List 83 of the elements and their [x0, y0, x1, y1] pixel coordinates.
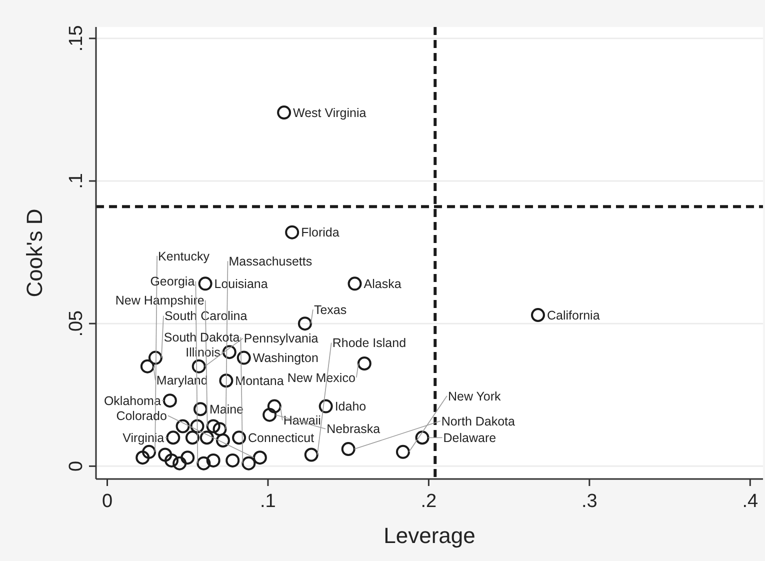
point: [142, 444, 156, 459]
x-tick-label: .2: [420, 491, 437, 512]
point: [185, 430, 200, 445]
point: [136, 450, 150, 465]
annotation: Kentucky: [158, 249, 210, 264]
point: [140, 359, 154, 374]
point: [396, 444, 410, 459]
point: [180, 450, 195, 465]
point: [148, 350, 162, 365]
annotation: Texas: [314, 302, 347, 317]
point: [298, 316, 312, 331]
annotation: Florida: [301, 226, 340, 240]
y-axis-title: Cook's D: [22, 208, 47, 298]
point: [164, 453, 179, 468]
point: [277, 106, 292, 120]
y-tick-label: .1: [66, 173, 87, 189]
point: [318, 399, 333, 414]
point: [206, 419, 220, 434]
point: [530, 308, 545, 322]
annotation: Virginia: [122, 431, 164, 446]
point: [162, 394, 177, 408]
annotation: New Mexico: [287, 370, 356, 385]
annotation: Montana: [235, 374, 284, 388]
annotation: New Hampshire: [115, 294, 204, 308]
point: [190, 419, 204, 434]
annotation: Colorado: [116, 408, 167, 423]
point: [262, 408, 277, 422]
point: [252, 450, 267, 465]
point: [166, 430, 180, 445]
x-tick-label: .4: [742, 491, 758, 512]
annotation: Georgia: [150, 274, 195, 289]
point: [198, 276, 212, 291]
point: [348, 276, 362, 291]
point: [226, 453, 240, 468]
point: [285, 225, 300, 240]
x-tick-label: .3: [581, 491, 598, 512]
annotation: Maryland: [156, 374, 208, 388]
point: [236, 350, 251, 365]
annotation: South Dakota: [164, 330, 240, 345]
point: [192, 359, 206, 374]
x-tick-label: 0: [102, 491, 113, 512]
x-tick-label: .1: [260, 491, 276, 512]
annotation: Delaware: [443, 431, 496, 446]
point: [242, 456, 256, 470]
annotation: West Virginia: [293, 106, 366, 120]
point: [196, 456, 211, 470]
point: [415, 430, 430, 445]
annotation: California: [546, 308, 600, 322]
annotation: North Dakota: [441, 414, 516, 428]
point: [304, 448, 318, 462]
annotation: Alaska: [364, 277, 402, 292]
annotation: Louisiana: [214, 277, 268, 292]
annotation: Massachusetts: [228, 254, 312, 268]
point: [357, 356, 372, 371]
y-tick-label: 0: [66, 460, 87, 472]
point: [341, 442, 356, 456]
point: [172, 456, 187, 470]
y-tick-label: .15: [66, 25, 87, 52]
annotation: Illinois: [186, 345, 220, 360]
point: [158, 448, 172, 462]
point: [206, 453, 220, 468]
annotation: Pennsylvania: [244, 332, 318, 346]
annotation: New York: [448, 389, 502, 404]
point: [176, 419, 190, 434]
annotation: Idaho: [334, 400, 366, 414]
point: [212, 422, 227, 436]
annotation: Oklahoma: [104, 394, 161, 408]
y-tick-label: .05: [66, 310, 87, 337]
annotation: Hawaii: [283, 414, 321, 428]
point: [232, 430, 246, 445]
point: [219, 374, 234, 388]
annotation: South Carolina: [164, 309, 248, 324]
annotation: Washington: [252, 351, 318, 366]
annotation: Connecticut: [248, 431, 315, 446]
point: [216, 434, 230, 448]
point: [193, 402, 208, 416]
point: [222, 345, 236, 360]
x-axis-title: Leverage: [384, 523, 476, 548]
annotation: Nebraska: [326, 422, 380, 436]
annotation: Maine: [209, 402, 244, 417]
point: [267, 399, 282, 414]
annotation: Rhode Island: [332, 336, 406, 350]
point: [200, 430, 214, 445]
